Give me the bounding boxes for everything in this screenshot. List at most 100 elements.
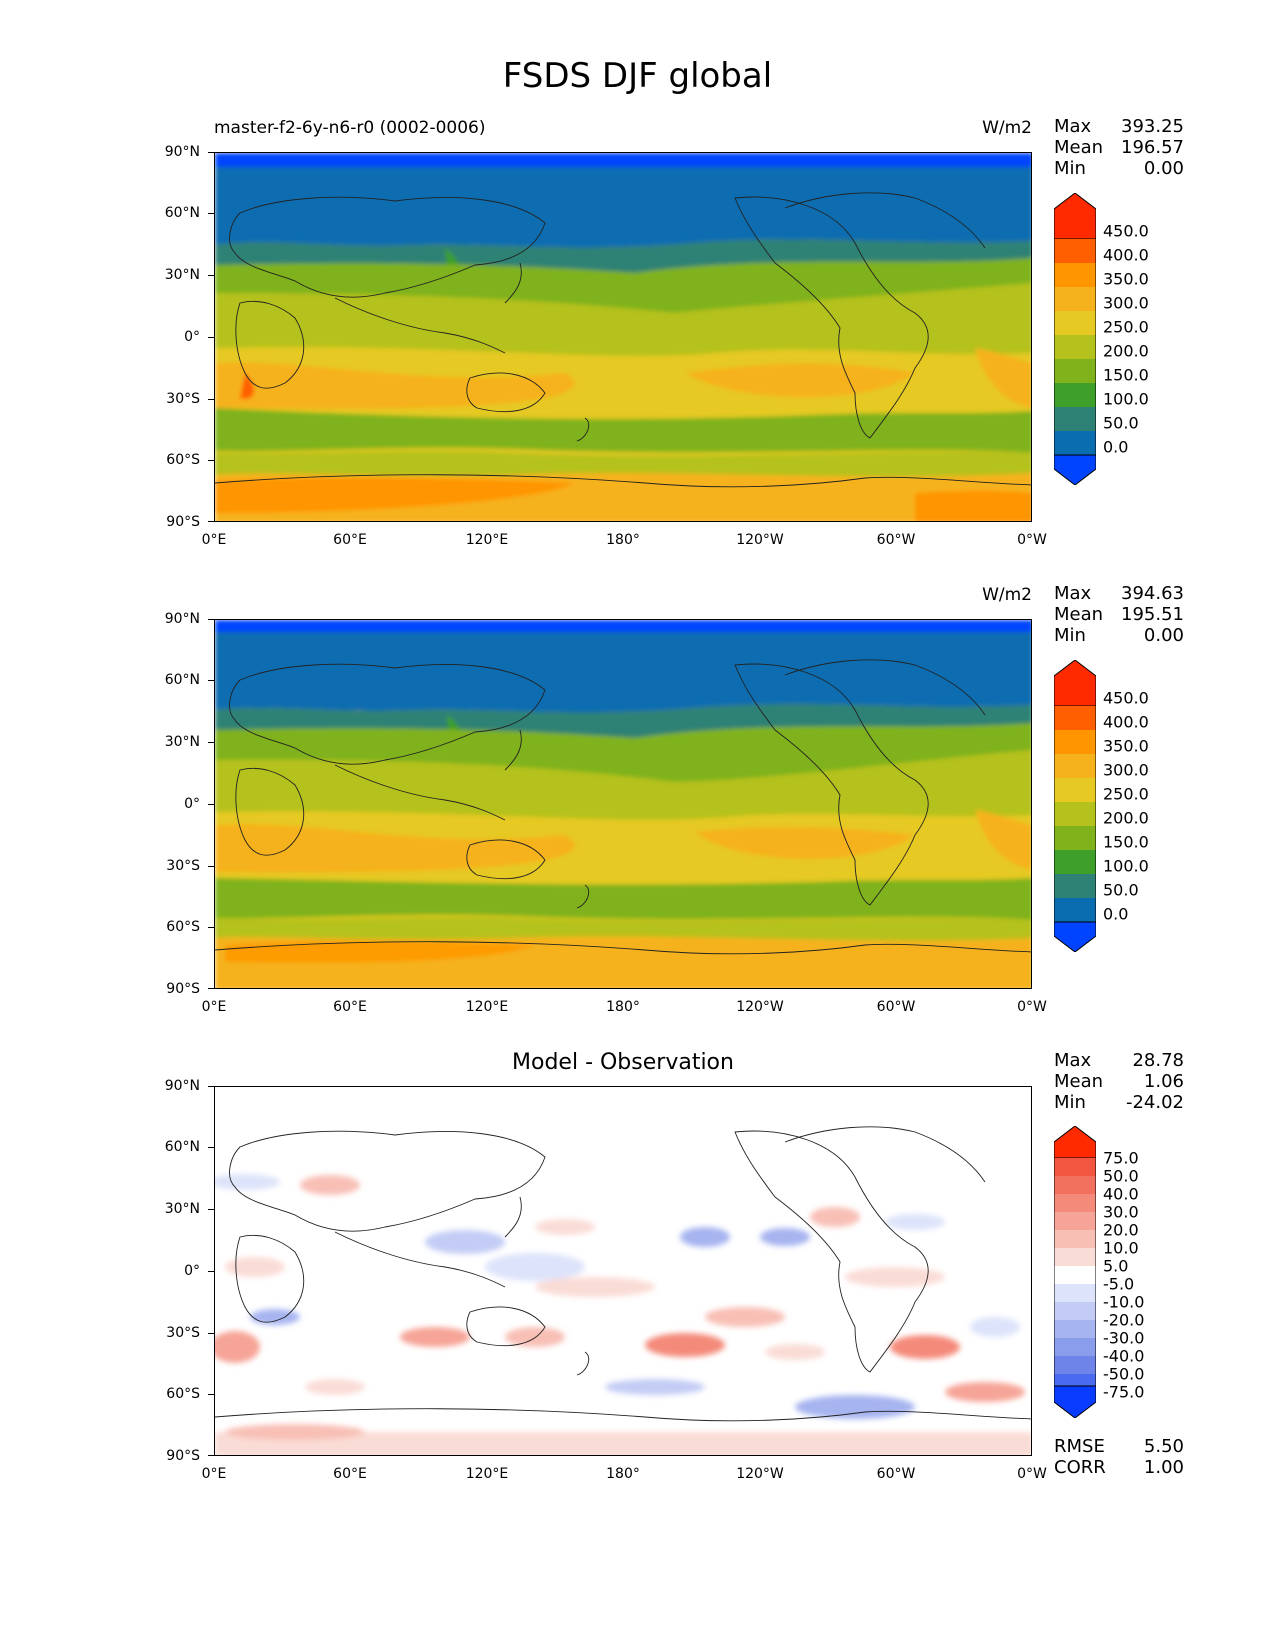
y-tick-label: 60°S xyxy=(166,919,200,935)
x-tick-label: 60°W xyxy=(876,1466,916,1482)
colorbar-label: 30.0 xyxy=(1103,1202,1139,1222)
y-tick-label: 30°S xyxy=(166,858,200,874)
colorbar xyxy=(1053,192,1097,486)
colorbar-label: -75.0 xyxy=(1103,1382,1145,1402)
stat-mean: Mean 1.06 xyxy=(1054,1071,1184,1092)
colorbar-label: 200.0 xyxy=(1103,341,1149,361)
y-tick-label: 30°S xyxy=(166,1325,200,1341)
colorbar-label: 350.0 xyxy=(1103,736,1149,756)
colorbar-label: 50.0 xyxy=(1103,880,1139,900)
colorbar xyxy=(1053,659,1097,953)
map-observation xyxy=(214,619,1032,989)
x-tick-label: 60°W xyxy=(876,532,916,548)
colorbar-label: 300.0 xyxy=(1103,760,1149,780)
x-tick-label: 0°W xyxy=(1017,1466,1047,1482)
colorbar-label: -10.0 xyxy=(1103,1292,1145,1312)
x-tick-label: 120°E xyxy=(465,1466,509,1482)
x-tick-label: 60°E xyxy=(333,999,367,1015)
stat-mean: Mean 195.51 xyxy=(1054,604,1184,625)
x-tick-label: 60°E xyxy=(333,1466,367,1482)
colorbar-label: -50.0 xyxy=(1103,1364,1145,1384)
colorbar-label: 10.0 xyxy=(1103,1238,1139,1258)
y-tick-label: 0° xyxy=(184,1263,200,1279)
y-tick-mark xyxy=(208,213,214,214)
stats-block: Max 28.78 Mean 1.06 Min -24.02 xyxy=(1054,1050,1184,1113)
colorbar-label: -40.0 xyxy=(1103,1346,1145,1366)
colorbar-label: 100.0 xyxy=(1103,389,1149,409)
colorbar xyxy=(1053,1125,1097,1419)
map-model xyxy=(214,152,1032,522)
x-tick-label: 180° xyxy=(606,532,640,548)
colorbar-label: 5.0 xyxy=(1103,1256,1129,1276)
x-tick-label: 60°W xyxy=(876,999,916,1015)
y-tick-mark xyxy=(208,742,214,743)
y-tick-label: 90°N xyxy=(164,1078,200,1094)
y-tick-label: 0° xyxy=(184,796,200,812)
stats-block: Max 393.25 Mean 196.57 Min 0.00 xyxy=(1054,116,1184,179)
x-tick-label: 0°E xyxy=(201,1466,227,1482)
colorbar-label: 100.0 xyxy=(1103,856,1149,876)
y-tick-mark xyxy=(208,460,214,461)
y-tick-label: 60°N xyxy=(164,672,200,688)
y-tick-mark xyxy=(208,275,214,276)
y-tick-label: 90°N xyxy=(164,611,200,627)
y-tick-mark xyxy=(208,1086,214,1087)
y-tick-label: 90°S xyxy=(166,514,200,530)
y-tick-mark xyxy=(208,619,214,620)
y-tick-mark xyxy=(208,152,214,153)
footer-stats-block: RMSE 5.50 CORR 1.00 xyxy=(1054,1436,1184,1478)
y-tick-mark xyxy=(208,399,214,400)
y-tick-mark xyxy=(208,1333,214,1334)
y-tick-mark xyxy=(208,1394,214,1395)
colorbar-label: 50.0 xyxy=(1103,413,1139,433)
y-tick-mark xyxy=(208,1271,214,1272)
y-tick-label: 90°N xyxy=(164,144,200,160)
colorbar-label: 150.0 xyxy=(1103,365,1149,385)
y-tick-label: 60°S xyxy=(166,1386,200,1402)
y-tick-label: 0° xyxy=(184,329,200,345)
colorbar-label: 450.0 xyxy=(1103,221,1149,241)
y-tick-label: 90°S xyxy=(166,981,200,997)
x-tick-label: 120°W xyxy=(736,532,784,548)
y-tick-mark xyxy=(208,866,214,867)
figure-title: FSDS DJF global xyxy=(502,56,773,96)
stat-max: Max 393.25 xyxy=(1054,116,1184,137)
panel-units: W/m2 xyxy=(982,585,1032,605)
x-tick-label: 60°E xyxy=(333,532,367,548)
panel-observation: W/m2 xyxy=(0,583,1275,1043)
map-difference xyxy=(214,1086,1032,1456)
panel-units: W/m2 xyxy=(982,118,1032,138)
colorbar-label: -5.0 xyxy=(1103,1274,1135,1294)
stat-max: Max 28.78 xyxy=(1054,1050,1184,1071)
y-tick-label: 90°S xyxy=(166,1448,200,1464)
panel-center-title: Model - Observation xyxy=(512,1050,734,1075)
colorbar-label: 75.0 xyxy=(1103,1148,1139,1168)
x-tick-label: 0°E xyxy=(201,999,227,1015)
stat-min: Min 0.00 xyxy=(1054,625,1184,646)
colorbar-label: 20.0 xyxy=(1103,1220,1139,1240)
y-tick-mark xyxy=(208,1147,214,1148)
x-tick-label: 120°E xyxy=(465,532,509,548)
colorbar-label: 0.0 xyxy=(1103,437,1129,457)
colorbar-label: 450.0 xyxy=(1103,688,1149,708)
colorbar-label: -20.0 xyxy=(1103,1310,1145,1330)
y-tick-label: 60°N xyxy=(164,205,200,221)
x-tick-label: 0°E xyxy=(201,532,227,548)
y-tick-mark xyxy=(208,988,214,989)
stat-rmse: RMSE 5.50 xyxy=(1054,1436,1184,1457)
colorbar-label: 250.0 xyxy=(1103,317,1149,337)
y-tick-label: 60°N xyxy=(164,1139,200,1155)
x-tick-label: 120°W xyxy=(736,1466,784,1482)
stats-block: Max 394.63 Mean 195.51 Min 0.00 xyxy=(1054,583,1184,646)
y-tick-label: 30°N xyxy=(164,1201,200,1217)
stat-max: Max 394.63 xyxy=(1054,583,1184,604)
panel-left-title: master-f2-6y-n6-r0 (0002-0006) xyxy=(214,118,486,138)
colorbar-label: 50.0 xyxy=(1103,1166,1139,1186)
stat-min: Min 0.00 xyxy=(1054,158,1184,179)
y-tick-mark xyxy=(208,1455,214,1456)
y-tick-label: 30°S xyxy=(166,391,200,407)
y-tick-mark xyxy=(208,337,214,338)
y-tick-mark xyxy=(208,804,214,805)
y-tick-label: 60°S xyxy=(166,452,200,468)
stat-min: Min -24.02 xyxy=(1054,1092,1184,1113)
